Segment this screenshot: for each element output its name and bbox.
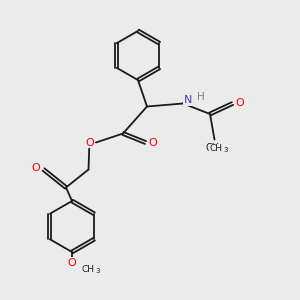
Text: O: O — [236, 98, 244, 109]
Text: N: N — [184, 95, 193, 105]
Text: 3: 3 — [95, 268, 100, 274]
Text: O: O — [148, 137, 158, 148]
Text: O: O — [68, 257, 76, 268]
Text: O: O — [32, 163, 40, 173]
Text: CH: CH — [209, 144, 223, 153]
Text: O: O — [85, 137, 94, 148]
Text: H: H — [197, 92, 205, 102]
Text: 3: 3 — [224, 147, 228, 153]
Text: CH₃: CH₃ — [206, 143, 224, 153]
Text: CH: CH — [81, 265, 94, 274]
